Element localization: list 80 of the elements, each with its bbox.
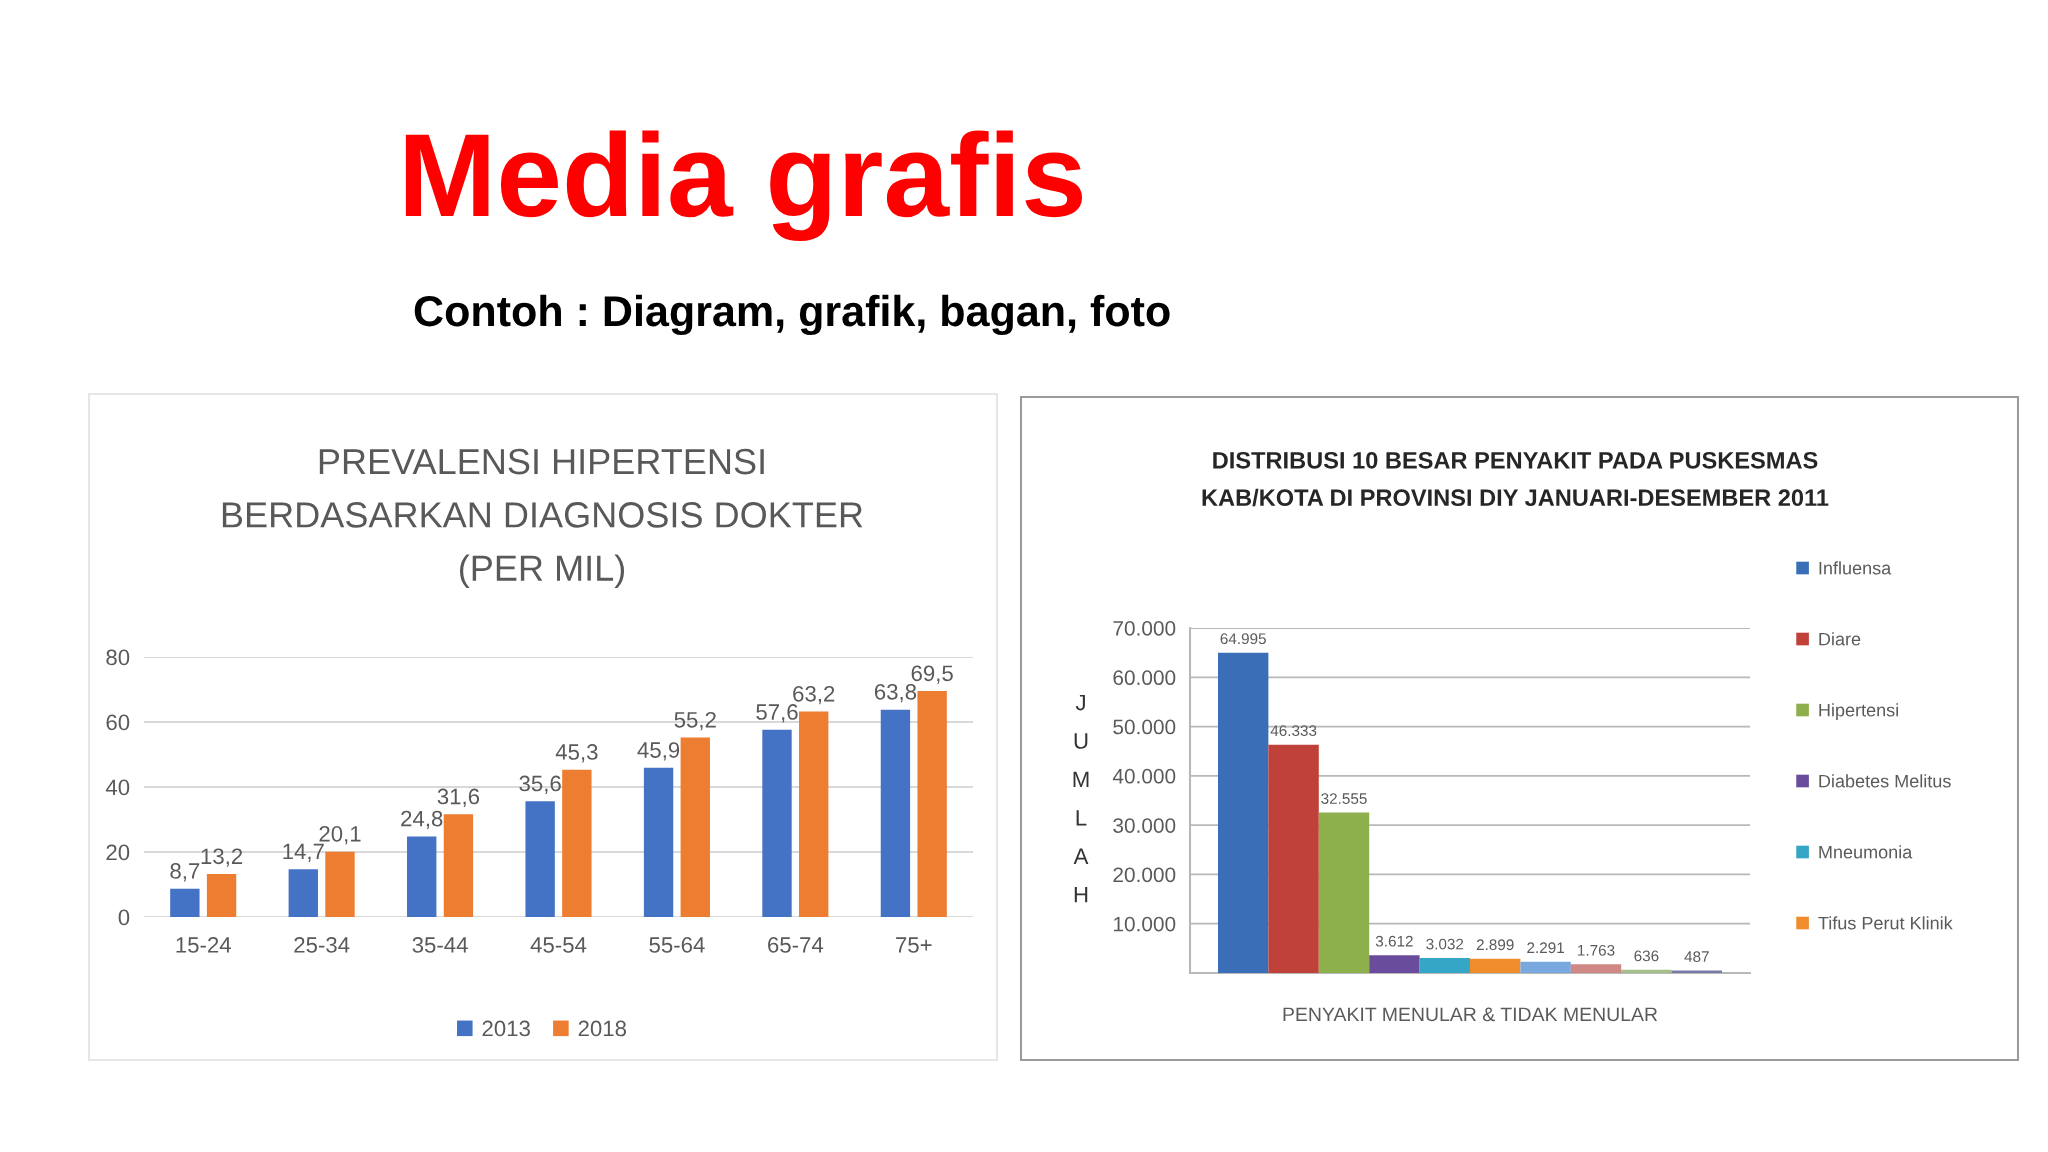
bar — [680, 737, 710, 917]
chart-title: PREVALENSI HIPERTENSI BERDASARKAN DIAGNOSIS DOKTER (PER MIL) — [222, 448, 863, 589]
text: Media grafis — [405, 130, 1083, 242]
data-label: 63,8 — [874, 683, 917, 703]
data-label: 63,2 — [793, 685, 835, 705]
legend-label: 2018 — [578, 1020, 627, 1037]
data-label: 14,7 — [283, 843, 324, 862]
bar — [1369, 955, 1420, 973]
data-label: 45,9 — [637, 742, 680, 761]
y-tick-label: 0 — [118, 909, 130, 926]
data-label: 8,7 — [170, 863, 200, 882]
y-tick-label: 20 — [106, 844, 130, 861]
legend-label: Tifus Perut Klinik — [1818, 916, 1953, 930]
y-tick-label: 20.000 — [1113, 867, 1176, 883]
legend-label: Hipertensi — [1819, 703, 1898, 721]
x-tick-label: 55-64 — [649, 937, 705, 953]
data-label: 31,6 — [437, 788, 480, 807]
legend-label: Diabetes Melitus — [1819, 774, 1951, 788]
bar — [525, 801, 555, 917]
legend-label: Influensa — [1819, 561, 1892, 575]
x-tick-label: 75+ — [896, 937, 932, 953]
y-tick-label: 70.000 — [1113, 621, 1176, 636]
data-label: 13,2 — [201, 848, 243, 867]
bar — [1268, 744, 1319, 973]
data-label: 2.899 — [1476, 939, 1514, 951]
legend-label: Mneumonia — [1819, 845, 1913, 859]
bar — [643, 767, 674, 917]
bar — [1621, 969, 1672, 973]
data-label: 3.612 — [1375, 935, 1413, 947]
y-axis-title: JUMLAH — [1073, 694, 1089, 903]
x-axis-title: PENYAKIT MENULAR & TIDAK MENULAR — [1283, 1007, 1658, 1022]
data-label: 35,6 — [519, 775, 561, 794]
data-label: 64.995 — [1220, 633, 1266, 645]
bar — [762, 729, 792, 917]
y-tick-label: 80 — [106, 649, 130, 666]
chart-title: DISTRIBUSI 10 BESAR PENYAKIT PADA PUSKESMAS KAB/KOTA DI PROVINSI DIY JANUARI-DESEMBER 2011 — [1202, 451, 1829, 507]
legend-label: 2013 — [482, 1020, 530, 1037]
data-label: 32.555 — [1321, 793, 1367, 804]
data-label: 55,2 — [674, 711, 716, 731]
x-tick-label: 35-44 — [412, 937, 468, 953]
bar — [206, 874, 237, 917]
legend-label: Diare — [1819, 632, 1861, 646]
x-tick-label: 25-34 — [294, 937, 350, 953]
data-label: 69,5 — [911, 665, 953, 684]
x-tick-label: 45-54 — [530, 937, 587, 953]
bar — [1470, 958, 1521, 973]
bar — [1520, 961, 1571, 973]
text: Contoh : Diagram, grafik, bagan, foto — [414, 294, 1170, 336]
bar — [917, 691, 947, 917]
bar — [325, 851, 355, 917]
data-label: 3.032 — [1426, 938, 1464, 950]
bar — [1218, 652, 1269, 973]
y-tick-label: 60.000 — [1113, 670, 1176, 686]
bar — [288, 869, 318, 917]
y-tick-label: 60 — [106, 714, 130, 731]
bar — [799, 711, 829, 917]
data-label: 487 — [1684, 951, 1709, 963]
bar — [170, 888, 200, 917]
data-label: 1.763 — [1578, 944, 1615, 956]
data-label: 57,6 — [756, 704, 798, 723]
bar — [443, 814, 474, 917]
y-tick-label: 50.000 — [1113, 719, 1176, 735]
bar — [407, 836, 437, 917]
data-label: 20,1 — [319, 825, 361, 845]
data-label: 2.291 — [1527, 942, 1564, 954]
bar — [562, 769, 592, 917]
data-label: 46.333 — [1270, 725, 1317, 737]
y-tick-label: 40 — [105, 779, 130, 796]
bar — [880, 709, 911, 917]
bar — [1419, 958, 1470, 973]
x-tick-label: 65-74 — [768, 937, 824, 953]
y-tick-label: 30.000 — [1113, 818, 1176, 833]
data-label: 24,8 — [401, 810, 443, 830]
x-tick-label: 15-24 — [176, 937, 231, 953]
data-label: 45,3 — [555, 744, 598, 763]
data-label: 636 — [1634, 950, 1659, 962]
bar — [1570, 964, 1622, 973]
y-tick-label: 40.000 — [1112, 768, 1176, 784]
bar — [1318, 812, 1370, 973]
y-tick-label: 10.000 — [1113, 916, 1176, 932]
